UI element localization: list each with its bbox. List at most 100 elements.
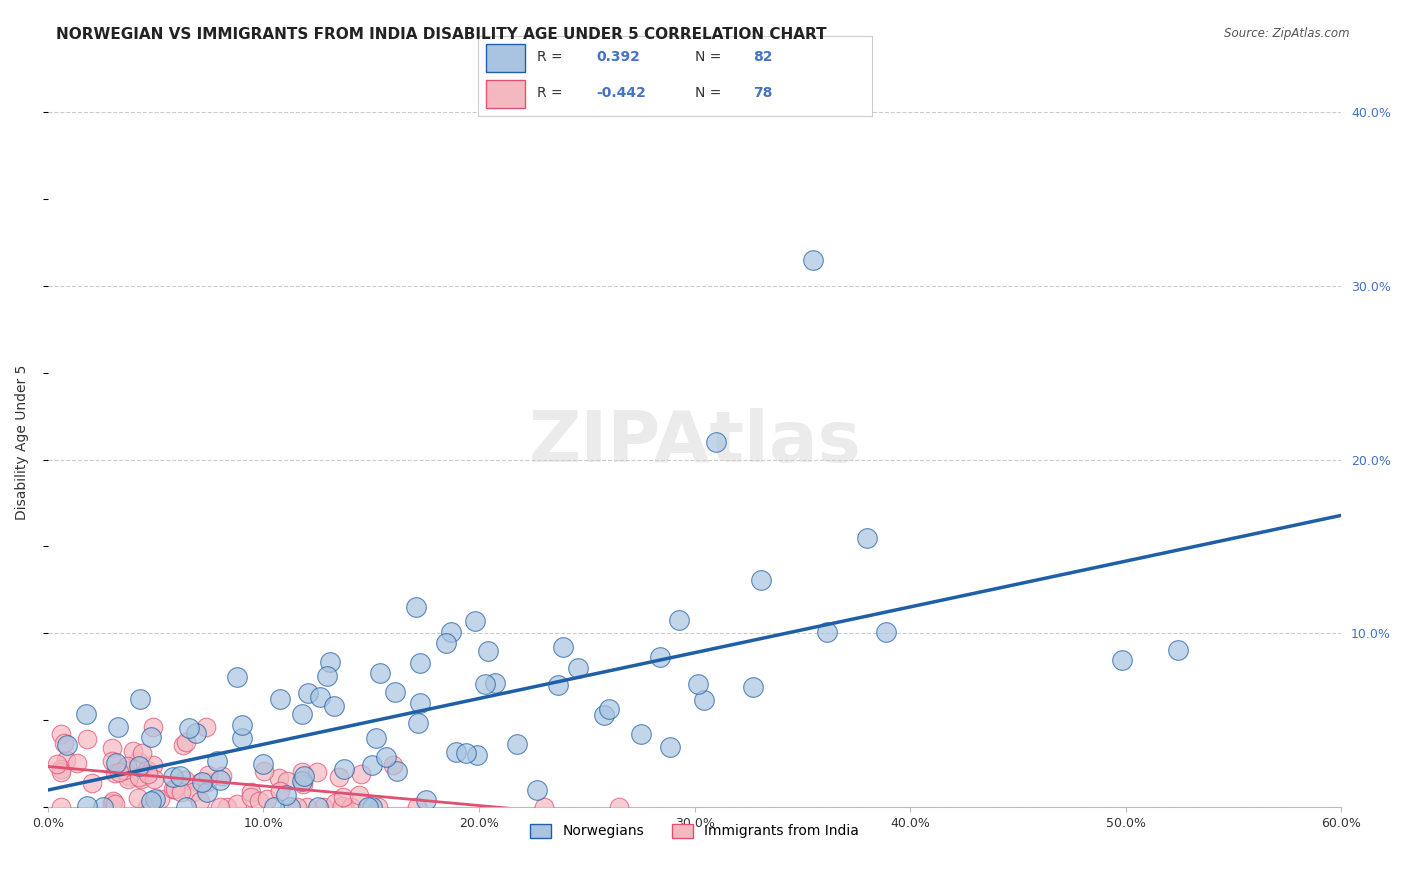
- Point: [553, 640, 575, 655]
- Point: [328, 770, 350, 784]
- Point: [51, 727, 73, 741]
- Point: [434, 636, 457, 650]
- Point: [567, 661, 589, 675]
- Point: [444, 745, 467, 759]
- Point: [316, 669, 339, 683]
- Point: [688, 677, 710, 691]
- Point: [139, 730, 162, 744]
- Text: N =: N =: [695, 50, 721, 64]
- Point: [195, 720, 218, 734]
- Point: [75, 707, 97, 722]
- Point: [292, 777, 315, 791]
- Point: [751, 573, 773, 587]
- Point: [474, 677, 496, 691]
- Point: [477, 644, 499, 658]
- Point: [101, 794, 124, 808]
- Point: [240, 785, 263, 799]
- Point: [1167, 643, 1189, 657]
- Point: [533, 800, 555, 814]
- Legend: Norwegians, Immigrants from India: Norwegians, Immigrants from India: [524, 818, 865, 844]
- Point: [142, 758, 165, 772]
- Text: ZIPAtlas: ZIPAtlas: [529, 408, 860, 476]
- Point: [117, 769, 139, 783]
- Point: [177, 721, 200, 735]
- Point: [208, 800, 231, 814]
- Point: [215, 800, 238, 814]
- Point: [269, 783, 291, 797]
- Point: [340, 800, 363, 814]
- Point: [195, 785, 218, 799]
- Point: [405, 600, 427, 615]
- Point: [247, 794, 270, 808]
- Point: [484, 676, 506, 690]
- Point: [49, 762, 72, 776]
- Point: [280, 800, 302, 814]
- Point: [117, 759, 139, 773]
- Text: R =: R =: [537, 50, 562, 64]
- Point: [276, 774, 298, 789]
- Point: [269, 771, 291, 785]
- Text: 0.392: 0.392: [596, 50, 640, 64]
- Point: [55, 753, 77, 767]
- Point: [91, 799, 114, 814]
- Point: [101, 796, 124, 810]
- Point: [650, 649, 672, 664]
- Point: [440, 624, 463, 639]
- Point: [292, 768, 315, 782]
- Point: [107, 720, 129, 734]
- Point: [181, 784, 204, 798]
- Point: [366, 731, 388, 745]
- Point: [149, 792, 172, 806]
- Point: [322, 698, 344, 713]
- Point: [226, 670, 249, 684]
- Point: [76, 732, 98, 747]
- Point: [291, 765, 314, 780]
- Text: Source: ZipAtlas.com: Source: ZipAtlas.com: [1225, 27, 1350, 40]
- Point: [347, 788, 370, 802]
- Point: [668, 613, 690, 627]
- Y-axis label: Disability Age Under 5: Disability Age Under 5: [15, 365, 30, 520]
- Point: [319, 655, 342, 669]
- Point: [312, 800, 335, 814]
- Point: [188, 776, 211, 790]
- Point: [131, 747, 153, 761]
- Text: N =: N =: [695, 87, 721, 101]
- Point: [195, 775, 218, 789]
- Point: [105, 756, 128, 770]
- Point: [263, 800, 285, 814]
- Point: [274, 789, 297, 803]
- Point: [65, 756, 87, 770]
- Point: [269, 692, 291, 706]
- Point: [323, 796, 346, 810]
- Point: [231, 718, 253, 732]
- Point: [122, 744, 145, 758]
- Point: [174, 800, 197, 814]
- FancyBboxPatch shape: [486, 44, 526, 72]
- Text: NORWEGIAN VS IMMIGRANTS FROM INDIA DISABILITY AGE UNDER 5 CORRELATION CHART: NORWEGIAN VS IMMIGRANTS FROM INDIA DISAB…: [56, 27, 827, 42]
- Point: [406, 715, 429, 730]
- Point: [291, 774, 314, 789]
- Point: [704, 435, 727, 450]
- Point: [801, 252, 824, 267]
- Point: [240, 789, 263, 804]
- Point: [49, 764, 72, 779]
- Point: [142, 772, 165, 786]
- Point: [139, 793, 162, 807]
- Point: [136, 800, 159, 814]
- Point: [103, 797, 125, 811]
- Point: [357, 800, 380, 814]
- Point: [875, 624, 897, 639]
- Point: [361, 800, 384, 814]
- Point: [381, 758, 404, 772]
- Point: [170, 785, 193, 799]
- Point: [252, 764, 274, 778]
- Point: [856, 531, 879, 545]
- Point: [127, 791, 149, 805]
- Point: [129, 692, 152, 706]
- Point: [305, 765, 328, 780]
- Text: 82: 82: [754, 50, 773, 64]
- Point: [465, 748, 488, 763]
- Point: [406, 800, 429, 814]
- Point: [108, 765, 131, 780]
- Point: [174, 772, 197, 787]
